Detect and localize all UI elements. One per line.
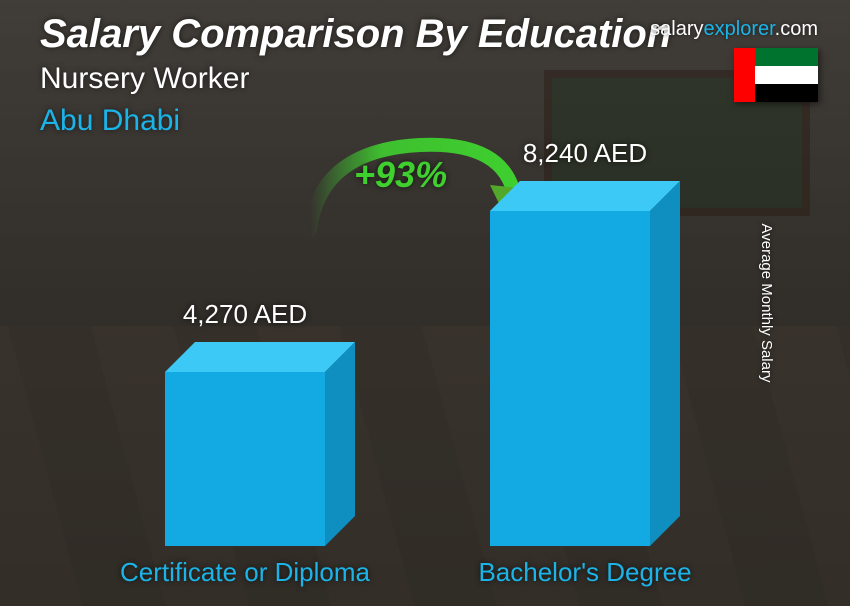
bar-value-certificate: 4,270 AED [115,299,375,330]
brand-part2: explorer [704,18,775,40]
bar-value-bachelor: 8,240 AED [455,138,715,169]
brand-part1: salary [650,18,703,40]
main-title: Salary Comparison By Education [40,12,671,57]
category-label-bachelor: Bachelor's Degree [435,557,735,588]
category-label-certificate: Certificate or Diploma [95,557,395,588]
brand-part3: .com [775,18,818,40]
country-flag-icon [734,48,818,102]
location-label: Abu Dhabi [40,104,180,138]
job-title: Nursery Worker [40,62,249,96]
brand-logo: salaryexplorer.com [650,18,818,41]
infographic: Salary Comparison By Education Nursery W… [0,0,850,606]
bar-chart: 4,270 AED 8,240 AED Certificate or Diplo… [0,136,850,606]
